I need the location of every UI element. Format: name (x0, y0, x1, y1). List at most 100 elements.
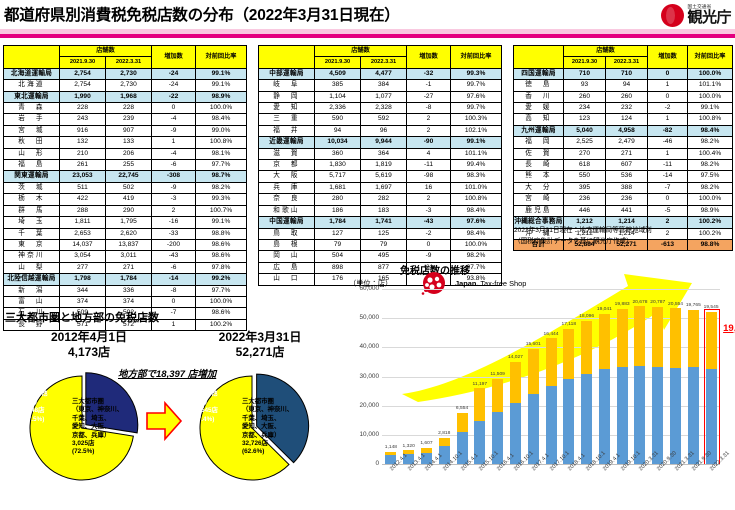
table-row: 島 根 79 79 0 100.0% (258, 238, 502, 252)
bar-column (670, 308, 682, 464)
source-note: 2022年3月31日現在：地方運輸局等管轄地域別 （国税庁集計データを基に観光庁… (514, 225, 652, 247)
pie-left-rural-slice (85, 372, 139, 434)
bar-value-label: 16,444 (543, 331, 559, 337)
cell-2021: 280 (314, 193, 361, 206)
cell-rate: 98.4% (450, 227, 502, 240)
bar-segment-rural (438, 437, 450, 446)
cell-2021: 94 (314, 124, 361, 138)
cell-rate: 98.6% (195, 238, 247, 252)
cell-2021: 1,212 (563, 227, 606, 240)
row-name: 愛 知 (258, 102, 315, 115)
cell-2022: 2,479 (605, 136, 648, 149)
pie-right-rural-slice (256, 373, 310, 464)
bar-value-label: 1,148 (384, 445, 398, 451)
cell-2022: 388 (605, 181, 648, 195)
cell-rate: 100.7% (195, 204, 247, 218)
bar-segment-rural (492, 378, 504, 413)
bar-value-label: 11,197 (472, 381, 488, 387)
table-row: 岩 手 243 239 -4 98.4% (3, 113, 247, 126)
header-store-count: 店舗数 (314, 44, 407, 58)
bar-column (456, 412, 468, 464)
logo-text-rest: Tax-free Shop (478, 279, 527, 288)
table-row: 秋 田 132 133 1 100.8% (3, 136, 247, 149)
cell-2021: 132 (59, 136, 106, 149)
cell-2021: 236 (563, 193, 606, 206)
table-row: 鹿児島 446 441 -5 98.9% (513, 204, 733, 218)
header-divider-pink (0, 29, 735, 34)
cell-increase: -4 (151, 147, 196, 161)
cell-2021: 270 (563, 147, 606, 161)
bar-value-label: 17,118 (561, 322, 577, 328)
cell-rate: 98.9% (195, 90, 247, 104)
cell-2021: 1,681 (314, 181, 361, 195)
cell-rate: 98.4% (450, 204, 502, 218)
bar-value-label: 14,027 (507, 355, 523, 361)
logo-text-bold: Japan. (455, 279, 479, 288)
cell-increase: 0 (151, 102, 196, 115)
row-name: 沖 縄 (513, 227, 564, 240)
bar-segment-rural (670, 308, 682, 369)
bar-segment-metro (705, 368, 717, 464)
table-row: 中国運輸局 1,784 1,741 -43 97.6% (258, 216, 502, 229)
bar-value-label: 1,607 (420, 441, 433, 447)
row-name: 佐 賀 (513, 147, 564, 161)
bar-value-label: 19,765 (685, 303, 701, 309)
cell-increase: 0 (151, 295, 196, 309)
cell-rate: 99.2% (195, 273, 247, 286)
table-row: 宮 城 916 907 -9 99.0% (3, 124, 247, 138)
cell-increase: -90 (406, 136, 451, 149)
header-col-2022: 2022.3.31 (105, 56, 152, 69)
cell-2021: 395 (563, 181, 606, 195)
row-name: 愛 媛 (513, 102, 564, 115)
bar-segment-metro (492, 412, 504, 464)
bar-segment-rural (403, 450, 415, 454)
cell-rate: 99.1% (195, 79, 247, 92)
table-row: 長 崎 618 607 -11 98.2% (513, 159, 733, 172)
cell-increase: -200 (151, 238, 196, 252)
cell-2021: 422 (59, 193, 106, 206)
cell-2022: 1,697 (360, 181, 407, 195)
cell-increase: -27 (406, 90, 451, 104)
bar-segment-metro (545, 386, 557, 464)
cell-increase: 1 (647, 147, 688, 161)
cell-2022: 336 (105, 284, 152, 297)
cell-increase: -9 (151, 124, 196, 138)
cell-rate: 101.1% (450, 147, 502, 161)
cell-increase: -82 (647, 124, 688, 138)
y-axis-tick: 50,000 (359, 314, 379, 322)
row-name: 北海道 (3, 79, 60, 92)
row-name: 兵 庫 (258, 181, 315, 195)
y-axis-tick: 30,000 (359, 372, 379, 380)
bar-segment-metro (616, 366, 628, 464)
table-row: 静 岡 1,104 1,077 -27 97.6% (258, 90, 502, 104)
cell-2022: 271 (605, 147, 648, 161)
table-row: 千 葉 2,653 2,620 -33 98.8% (3, 227, 247, 240)
cell-rate: 100.0% (195, 102, 247, 115)
transition-arrow-icon (146, 400, 183, 442)
bar-segment-metro (687, 367, 699, 464)
table-row: 沖縄総合事務局 1,212 1,214 2 100.2% (513, 216, 733, 229)
bar-segment-metro (670, 368, 682, 464)
bar-segment-metro (385, 455, 397, 464)
cell-2022: 239 (105, 113, 152, 126)
cell-increase: -7 (647, 181, 688, 195)
row-name: 岡 山 (258, 250, 315, 263)
bar-segment-rural (634, 306, 646, 367)
row-name: 山 口 (258, 273, 315, 286)
japan-tax-free-shop-text: Japan. Tax-free Shop (455, 279, 526, 288)
cell-2021: 277 (59, 261, 106, 275)
cell-rate: 99.7% (450, 79, 502, 92)
cell-increase: 2 (151, 204, 196, 218)
cell-increase: -24 (151, 67, 196, 81)
row-name: 秋 田 (3, 136, 60, 149)
cell-increase: -5 (647, 204, 688, 218)
row-name: 奈 良 (258, 193, 315, 206)
bar-column (403, 450, 415, 464)
table-row: 愛 知 2,336 2,328 -8 99.7% (258, 102, 502, 115)
cell-increase: 2 (647, 216, 688, 229)
table-row: 京 都 1,830 1,819 -11 99.4% (258, 159, 502, 172)
source-note-line-1: 2022年3月31日現在：地方運輸局等管轄地域別 (514, 227, 652, 234)
bar-column (705, 311, 717, 464)
header-col-2021: 2021.9.30 (563, 56, 606, 69)
cell-increase: -14 (151, 273, 196, 286)
